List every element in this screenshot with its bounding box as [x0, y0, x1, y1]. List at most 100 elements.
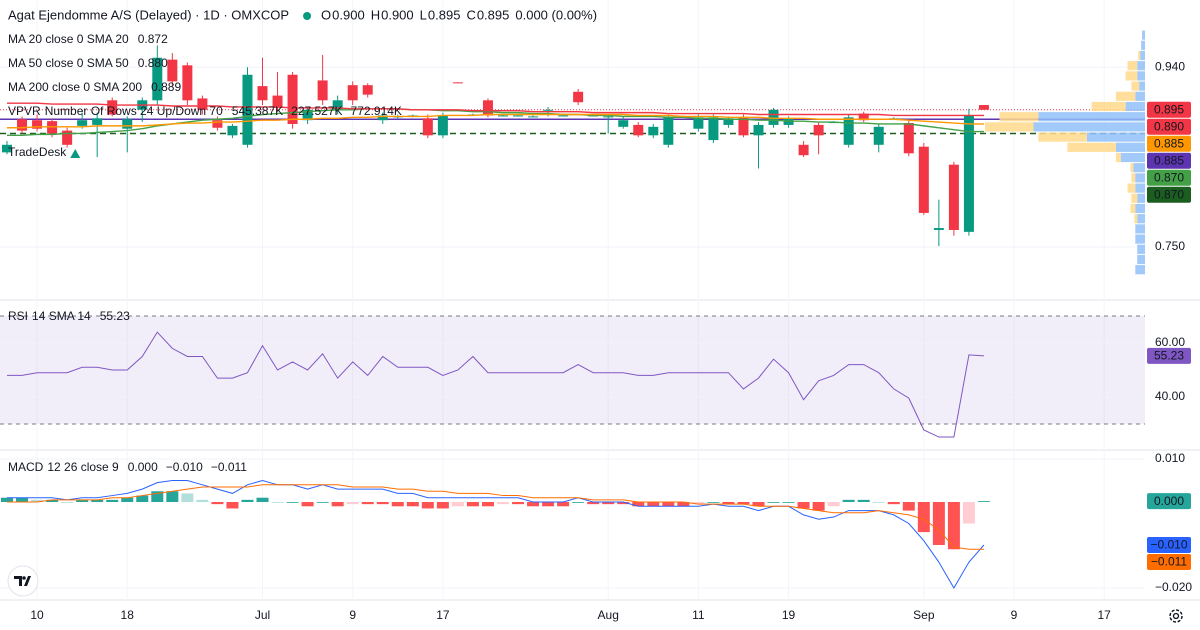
market-status-dot [303, 12, 312, 20]
candle-body [843, 117, 854, 145]
candle-body [17, 119, 28, 131]
macd-histogram-bar [887, 502, 900, 505]
vp-up-bar [1141, 40, 1145, 50]
candle-body [452, 82, 463, 84]
vp-down-bar [1127, 183, 1136, 193]
candle-body [197, 98, 208, 110]
candle-body [948, 164, 959, 230]
macd-value-label-box [1147, 553, 1191, 570]
vp-up-bar [1137, 244, 1145, 254]
ohlc-key: C [466, 7, 475, 22]
y-tick-label: 60.00 [1155, 335, 1185, 349]
tradingview-logo[interactable] [7, 565, 39, 597]
y-tick-label: 0.940 [1155, 59, 1185, 73]
macd-histogram-bar [962, 502, 975, 524]
candle-body [918, 146, 929, 213]
price-label-box [1147, 169, 1191, 186]
macd-histogram-bar [932, 502, 945, 545]
vp-up-bar [1135, 224, 1145, 234]
macd-histogram-bar [902, 502, 915, 511]
vp-up-bar [1137, 71, 1145, 81]
y-tick-label: 0.750 [1155, 239, 1185, 253]
candle-body [422, 118, 433, 136]
macd-histogram-bar [797, 502, 810, 509]
macd-histogram-bar [782, 502, 795, 503]
macd-histogram-bar [677, 502, 690, 507]
macd-histogram-bar [872, 502, 885, 503]
moving-average-line [7, 102, 984, 117]
x-tick-label: 19 [782, 608, 796, 622]
price-label-box [1147, 135, 1191, 152]
vp-up-bar [1133, 163, 1145, 173]
vp-down-bar [1115, 91, 1136, 101]
macd-histogram-bar [16, 497, 29, 503]
macd-value-label: −0.010 [1150, 538, 1187, 552]
vp-up-bar [1139, 81, 1145, 91]
candle-body [903, 123, 914, 154]
indicator-name: MA 200 close 0 SMA 200 [8, 80, 142, 94]
vp-down-bar [1130, 163, 1134, 173]
macd-histogram-bar [256, 497, 269, 503]
macd-histogram-bar [211, 502, 224, 505]
candle-body [513, 115, 524, 117]
candle-body [558, 115, 569, 117]
logo-dot [22, 576, 26, 580]
candle-body [167, 59, 178, 82]
rsi-band-fill [0, 315, 1145, 425]
vp-up-bar [1135, 265, 1145, 275]
vp-up-bar [1140, 50, 1145, 61]
macd-histogram-bar [226, 502, 239, 509]
candle-body [978, 105, 989, 110]
macd-histogram-bar [692, 502, 705, 505]
indicator-params: Number Of Rows 24 Up/Down 70 [45, 104, 223, 118]
y-tick-label: 0.010 [1155, 451, 1185, 465]
indicator-value: −0.011 [211, 460, 247, 474]
indicator-value: 772.914K [351, 104, 402, 118]
x-tick-label: 9 [1011, 608, 1018, 622]
annotation-label: TradeDesk [8, 145, 67, 159]
logo-mark [14, 576, 31, 586]
macd-histogram-bar [76, 499, 89, 503]
macd-line [7, 480, 985, 589]
candle-body [212, 120, 223, 128]
macd-histogram-bar [707, 502, 720, 503]
candle-body [347, 85, 358, 101]
price-label: 0.890 [1154, 119, 1184, 133]
candle-body [528, 116, 539, 118]
vp-down-bar [999, 112, 1039, 122]
x-tick-label: Sep [913, 608, 935, 622]
vp-up-bar [1135, 234, 1145, 244]
indicator-value: 55.23 [100, 309, 130, 323]
marks-layer [1, 45, 990, 589]
vp-up-bar [1137, 254, 1145, 265]
rsi-value-label-box [1147, 347, 1191, 364]
vp-down-bar [1138, 50, 1141, 61]
y-tick-label: −0.020 [1155, 580, 1192, 594]
price-label-box [1147, 118, 1191, 135]
candle-body [618, 120, 629, 127]
indicator-params: 14 SMA 14 [32, 309, 91, 323]
indicator-name: VPVR [8, 104, 41, 118]
macd-histogram-bar [752, 502, 765, 507]
candle-body [573, 91, 584, 103]
price-label-box [1147, 186, 1191, 203]
vp-up-bar [1135, 91, 1145, 101]
macd-histogram-bar [842, 499, 855, 503]
candle-body [317, 80, 328, 101]
indicator-value: 227.527K [291, 104, 342, 118]
macd-histogram-bar [617, 502, 630, 505]
candle-body [482, 100, 493, 116]
settings-gear[interactable] [1169, 609, 1183, 623]
vp-down-bar [1115, 152, 1121, 163]
macd-histogram-bar [587, 502, 600, 505]
vp-down-bar [1131, 81, 1140, 91]
macd-histogram-bar [496, 502, 509, 505]
vp-up-bar [1038, 112, 1145, 122]
candle-body [2, 144, 12, 153]
vp-down-bar [1091, 101, 1126, 112]
candle-body [92, 118, 103, 125]
candle-body [873, 126, 884, 145]
candle-body [107, 100, 118, 115]
candle-body [753, 124, 764, 136]
